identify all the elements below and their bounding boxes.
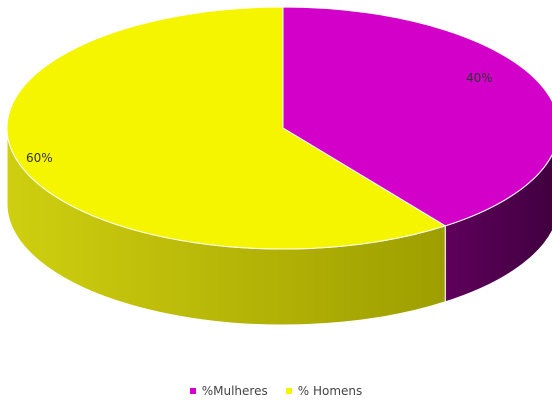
- pie-slice-homens: [6, 6, 447, 250]
- data-label-homens: 60%: [26, 151, 53, 165]
- legend-swatch-homens: [285, 388, 292, 394]
- legend-item-mulheres: %Mulheres: [189, 384, 268, 398]
- legend-label-mulheres: %Mulheres: [201, 384, 268, 398]
- pie-slice-mulheres: [282, 6, 552, 227]
- legend-item-homens: % Homens: [285, 384, 363, 398]
- legend-swatch-mulheres: [189, 388, 196, 394]
- legend: %Mulheres % Homens: [0, 384, 552, 398]
- data-label-mulheres: 40%: [466, 71, 493, 85]
- legend-label-homens: % Homens: [297, 384, 363, 398]
